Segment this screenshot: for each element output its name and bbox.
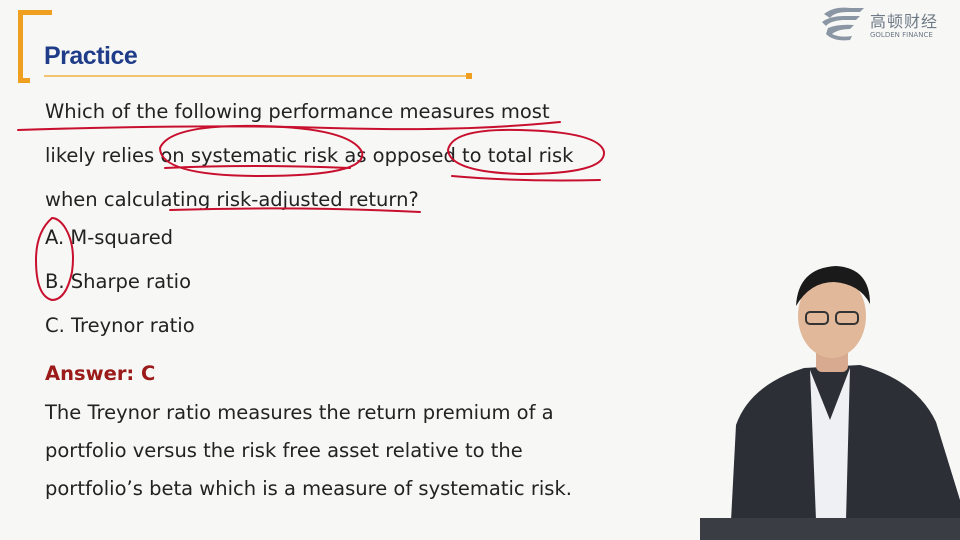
title-underline-dot <box>466 73 472 79</box>
corner-bracket-decoration <box>18 10 52 83</box>
presenter-shirt <box>810 368 850 520</box>
option-c: C. Treynor ratio <box>45 314 195 337</box>
answer-label: Answer: C <box>45 362 156 385</box>
title-underline <box>44 75 468 77</box>
slide-title: Practice <box>44 42 138 70</box>
presenter-glasses-left <box>805 311 829 325</box>
option-b: B. Sharpe ratio <box>45 270 192 293</box>
option-a: A. M-squared <box>45 226 174 249</box>
explanation-text: The Treynor ratio measures the return pr… <box>45 401 572 500</box>
golden-finance-logo: 高顿财经 GOLDEN FINANCE <box>820 4 954 44</box>
logo-chinese-text: 高顿财经 <box>870 12 939 31</box>
golden-finance-logo-icon <box>822 7 864 41</box>
presenter-glasses-right <box>835 311 859 325</box>
logo-english-text: GOLDEN FINANCE <box>870 31 933 39</box>
presenter-hair <box>796 266 870 306</box>
presenter-face <box>798 274 866 358</box>
answer-options: A. M-squared B. Sharpe ratio C. Treynor … <box>45 216 195 348</box>
podium <box>700 518 960 540</box>
presenter-video <box>700 266 960 540</box>
question-text: Which of the following performance measu… <box>45 100 574 211</box>
